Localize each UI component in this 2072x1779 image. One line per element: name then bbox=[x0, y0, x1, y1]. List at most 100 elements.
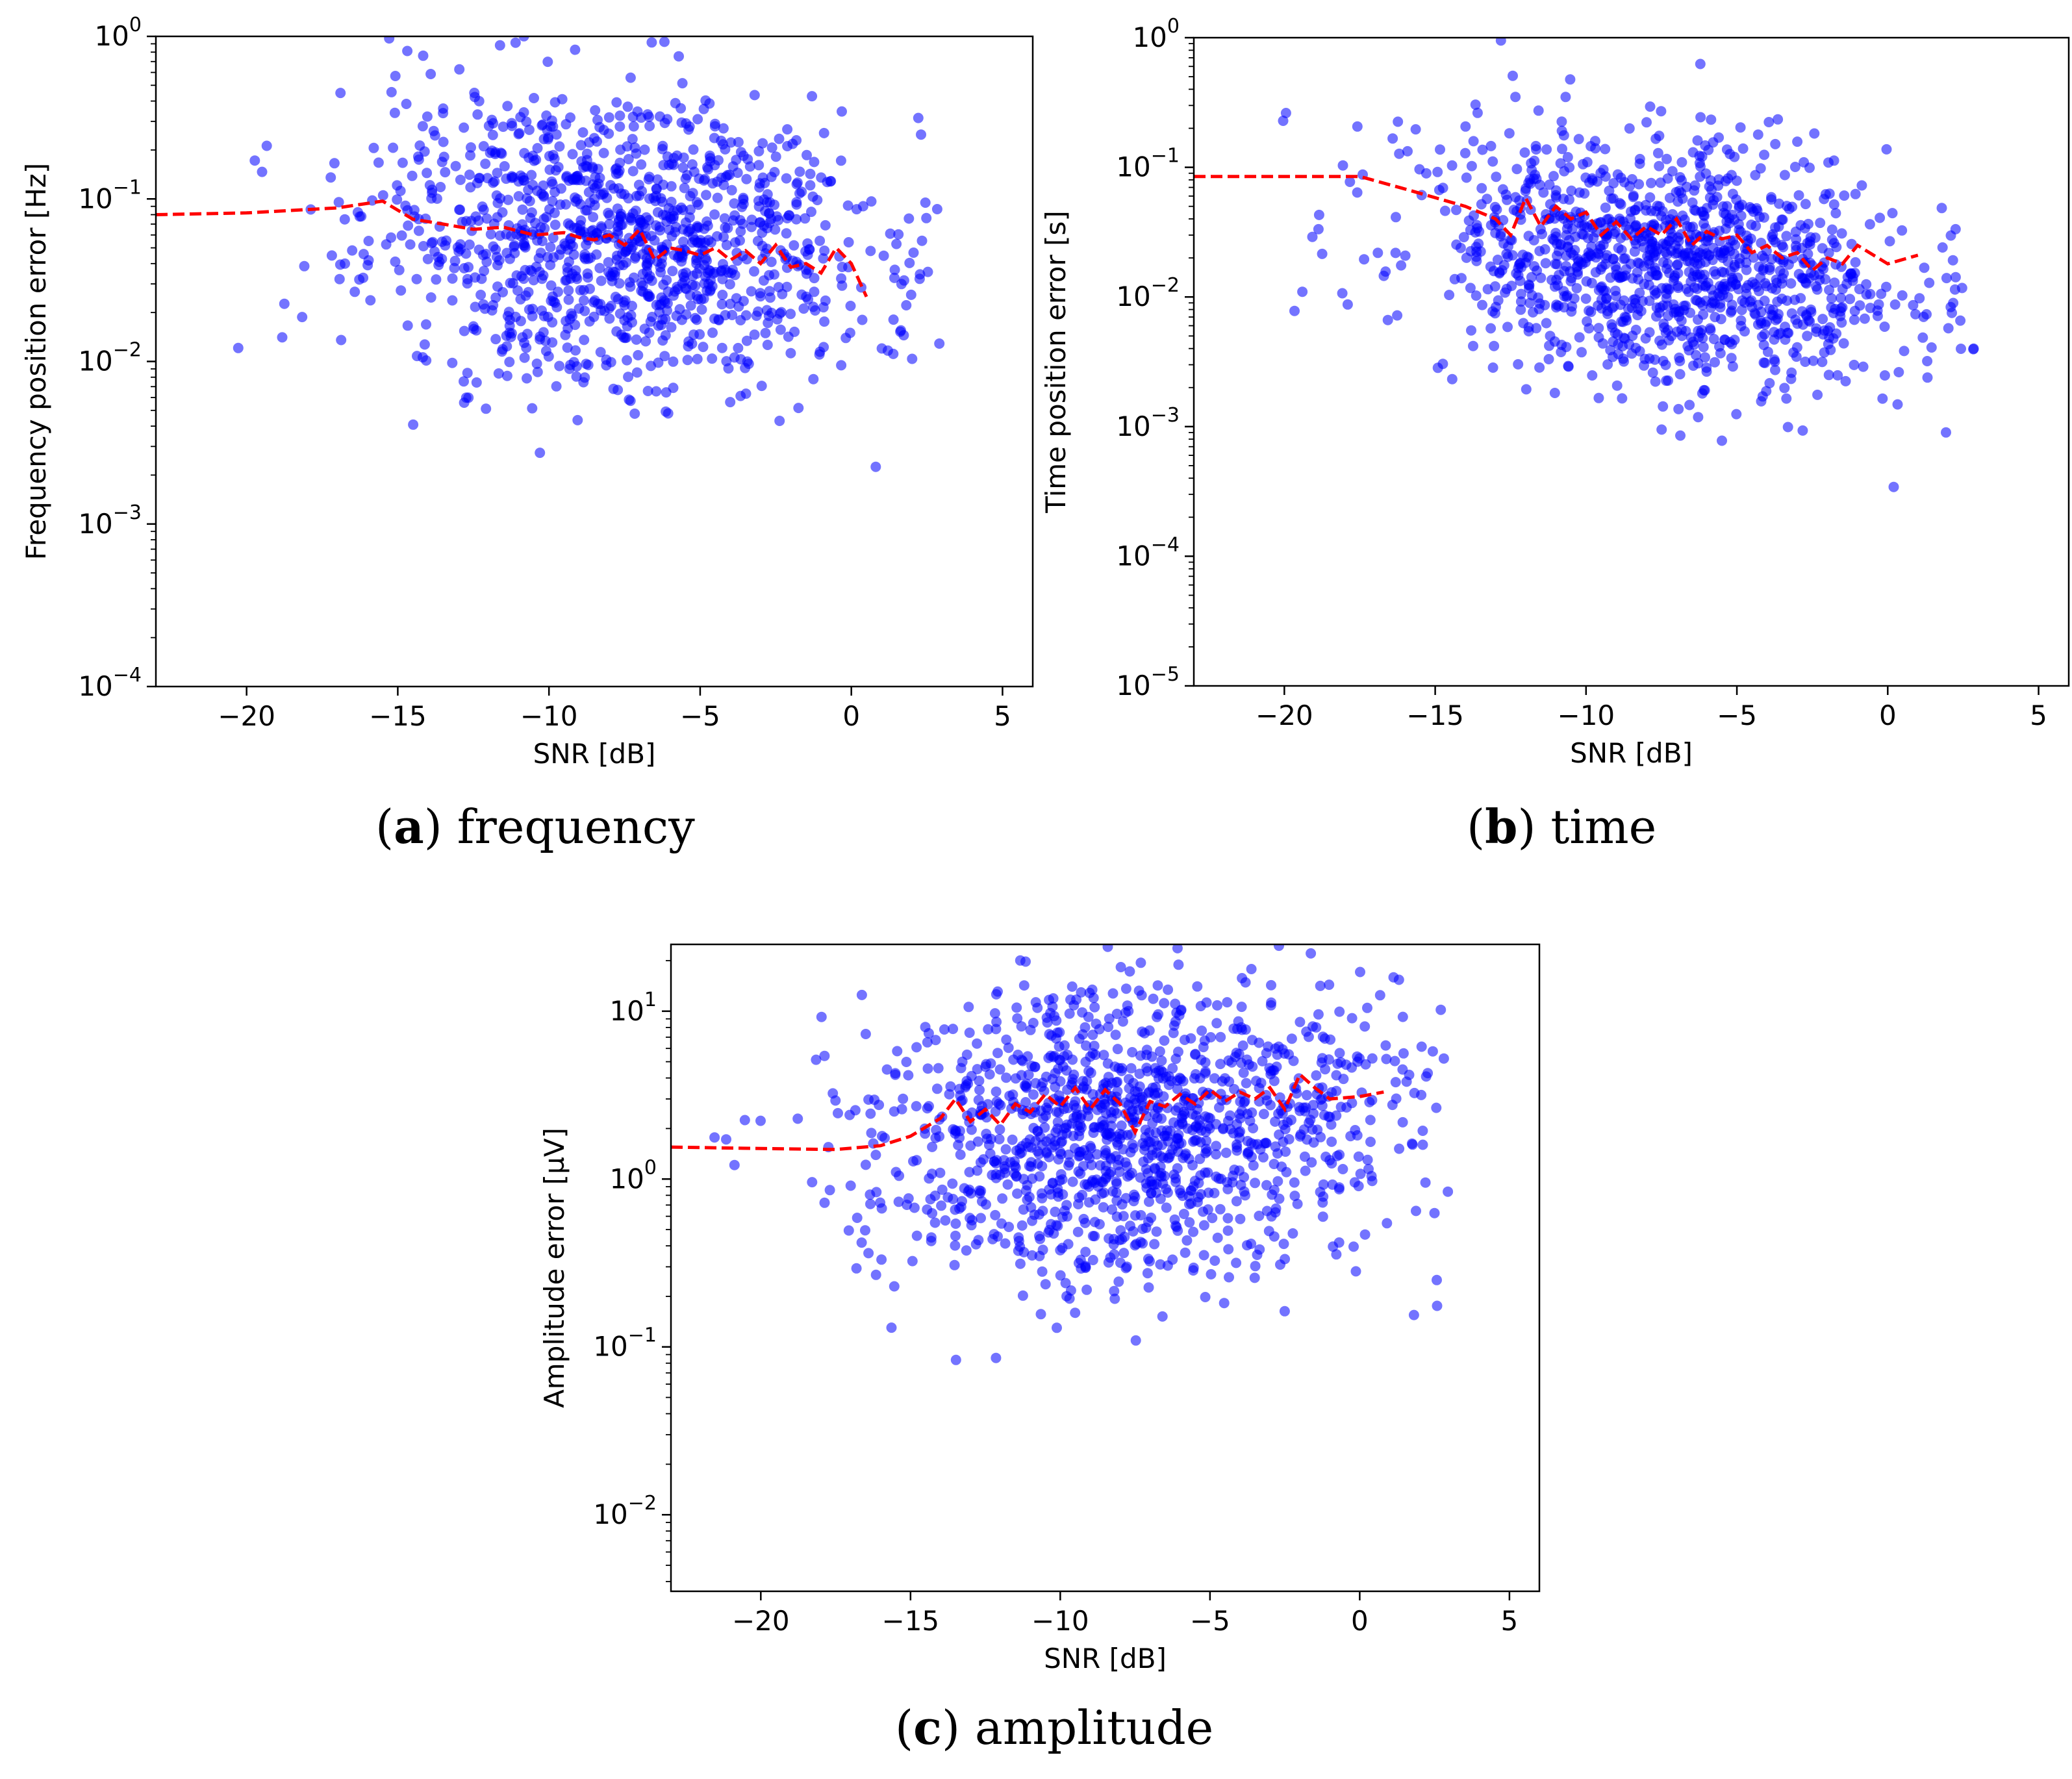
scatter-point bbox=[807, 91, 818, 102]
scatter-point bbox=[718, 259, 728, 270]
trend-line-b bbox=[1194, 175, 1919, 273]
scatter-point bbox=[845, 1180, 856, 1191]
scatter-point bbox=[1774, 198, 1784, 209]
scatter-point bbox=[1207, 1213, 1218, 1224]
scatter-point bbox=[1692, 135, 1703, 146]
scatter-point bbox=[403, 220, 414, 231]
scatter-point bbox=[1645, 249, 1656, 260]
scatter-point bbox=[464, 170, 475, 180]
scatter-point bbox=[721, 240, 732, 251]
scatter-point bbox=[1317, 1197, 1328, 1208]
scatter-point bbox=[1240, 1190, 1250, 1201]
y-tick-label: 10−5 bbox=[1116, 663, 1180, 701]
scatter-point bbox=[485, 229, 496, 240]
scatter-point bbox=[1760, 278, 1771, 289]
scatter-point bbox=[1417, 1126, 1428, 1136]
scatter-point bbox=[592, 164, 603, 175]
scatter-point bbox=[540, 346, 551, 357]
scatter-point bbox=[611, 97, 622, 108]
scatter-point bbox=[1897, 225, 1908, 236]
scatter-point bbox=[438, 151, 449, 162]
scatter-point bbox=[518, 273, 529, 284]
y-tick-label: 101 bbox=[609, 989, 657, 1027]
scatter-point bbox=[329, 158, 340, 169]
scatter-point bbox=[1820, 189, 1831, 200]
scatter-point bbox=[1432, 1300, 1443, 1311]
scatter-point bbox=[1548, 171, 1559, 182]
scatter-point bbox=[1122, 1000, 1133, 1011]
scatter-point bbox=[429, 130, 440, 141]
scatter-point bbox=[1026, 1142, 1037, 1153]
scatter-point bbox=[1712, 192, 1723, 203]
scatter-point bbox=[620, 246, 631, 257]
scatter-point bbox=[1235, 1096, 1246, 1107]
scatter-point bbox=[1831, 242, 1842, 253]
scatter-point bbox=[1559, 166, 1570, 177]
scatter-point bbox=[1713, 246, 1724, 257]
scatter-point bbox=[1524, 280, 1535, 291]
scatter-point bbox=[610, 267, 620, 277]
scatter-point bbox=[1041, 1071, 1052, 1082]
scatter-point bbox=[1352, 187, 1363, 198]
scatter-point bbox=[1141, 1050, 1152, 1061]
scatter-point bbox=[459, 122, 470, 133]
scatter-point bbox=[1759, 149, 1770, 160]
scatter-point bbox=[1141, 1063, 1152, 1074]
scatter-point bbox=[1779, 383, 1790, 394]
scatter-point bbox=[524, 124, 535, 135]
scatter-point bbox=[1209, 1187, 1220, 1198]
scatter-point bbox=[709, 118, 720, 129]
scatter-point bbox=[646, 37, 657, 48]
scatter-point bbox=[762, 340, 773, 350]
scatter-point bbox=[608, 383, 619, 394]
scatter-point bbox=[914, 273, 925, 284]
chart-b-svg: −20 −15 −10 −5 0 510−510−410−310−210−1100SNR … bbox=[1040, 15, 2070, 769]
scatter-point bbox=[1505, 234, 1516, 246]
scatter-point bbox=[408, 419, 419, 430]
scatter-point bbox=[1884, 236, 1895, 247]
scatter-point bbox=[705, 275, 716, 286]
scatter-point bbox=[655, 225, 665, 236]
scatter-point bbox=[1461, 172, 1472, 183]
scatter-point bbox=[1235, 1180, 1246, 1191]
scatter-point bbox=[589, 295, 600, 306]
scatter-point bbox=[661, 387, 672, 398]
scatter-point bbox=[1876, 288, 1887, 299]
scatter-point bbox=[689, 329, 699, 340]
scatter-point bbox=[688, 144, 699, 155]
scatter-point bbox=[738, 192, 749, 203]
scatter-point bbox=[1698, 342, 1709, 353]
scatter-point bbox=[1534, 303, 1545, 314]
scatter-point bbox=[1513, 359, 1524, 370]
scatter-point bbox=[553, 162, 564, 173]
scatter-point bbox=[1701, 366, 1712, 377]
scatter-point bbox=[596, 275, 607, 286]
scatter-point bbox=[1116, 1120, 1127, 1131]
scatter-point bbox=[1278, 116, 1289, 126]
scatter-point bbox=[997, 1193, 1008, 1204]
scatter-point bbox=[865, 246, 876, 257]
scatter-point bbox=[1466, 160, 1477, 171]
x-tick-label: −5 bbox=[1717, 700, 1757, 731]
scatter-point bbox=[1804, 162, 1815, 173]
scatter-point bbox=[1272, 1148, 1283, 1159]
scatter-point bbox=[1741, 257, 1752, 268]
scatter-point bbox=[974, 1085, 985, 1096]
scatter-point bbox=[1781, 231, 1792, 242]
scatter-point bbox=[1334, 1048, 1345, 1059]
scatter-point bbox=[809, 286, 820, 297]
scatter-point bbox=[1036, 1188, 1047, 1199]
scatter-point bbox=[1772, 313, 1783, 324]
scatter-point bbox=[1640, 333, 1651, 344]
scatter-point bbox=[644, 121, 655, 131]
scatter-point bbox=[1320, 1064, 1331, 1075]
x-tick-label: 0 bbox=[1351, 1605, 1369, 1637]
scatter-point bbox=[1926, 342, 1937, 353]
scatter-point bbox=[1791, 234, 1802, 245]
scatter-point bbox=[1468, 340, 1478, 351]
scatter-point bbox=[1151, 1226, 1162, 1237]
scatter-point bbox=[1791, 351, 1802, 362]
chart-panel-a: −20 −15 −10 −5 0 5 10−4 10−3 10−2 10−1 100 SNR [dB]… bbox=[0, 0, 1034, 870]
scatter-point bbox=[698, 342, 709, 353]
scatter-point bbox=[510, 37, 521, 48]
